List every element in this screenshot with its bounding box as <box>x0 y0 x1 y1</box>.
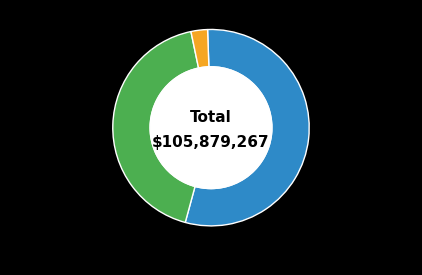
Text: $105,879,267: $105,879,267 <box>152 135 270 150</box>
Wedge shape <box>191 29 209 68</box>
Circle shape <box>150 67 272 189</box>
Text: Total: Total <box>190 110 232 125</box>
Wedge shape <box>185 29 309 226</box>
Wedge shape <box>113 32 199 222</box>
